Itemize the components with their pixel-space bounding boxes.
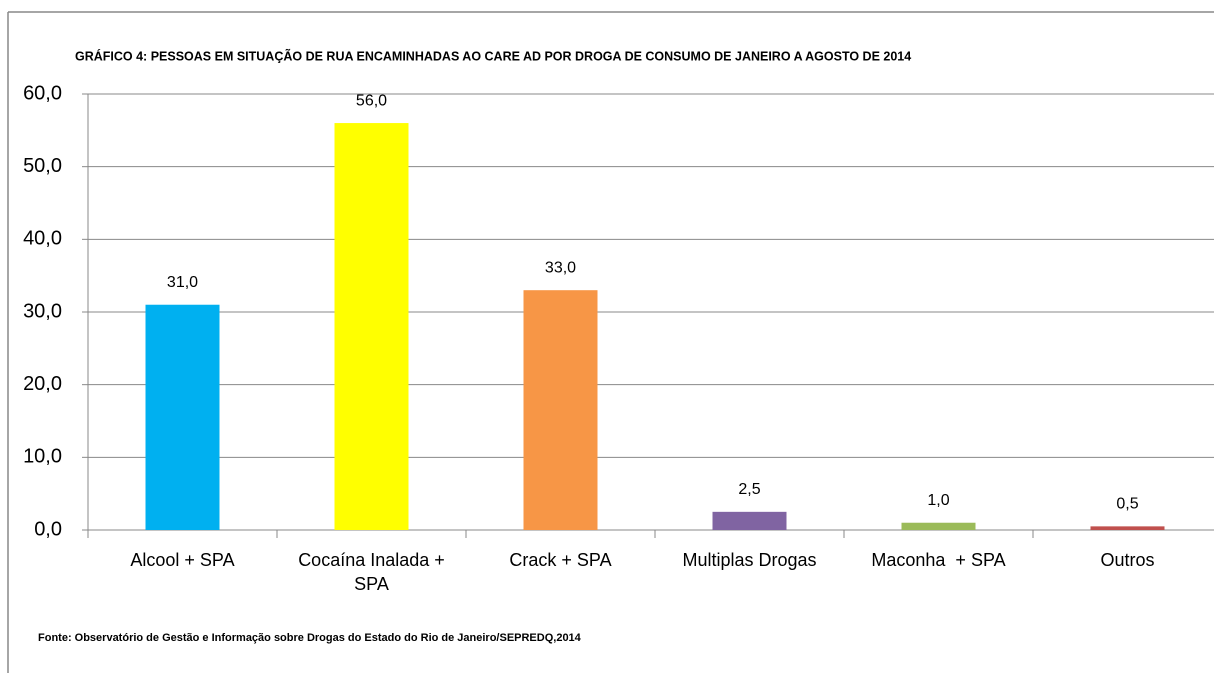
x-tick-label: Crack + SPA [509,550,612,570]
value-label: 0,5 [1116,496,1138,513]
y-tick-label: 60,0 [23,82,62,104]
bar [523,290,598,530]
bar [901,522,976,530]
source-note: Fonte: Observatório de Gestão e Informaç… [38,632,582,644]
bar [712,511,787,530]
x-tick-label: Outros [1100,550,1155,570]
chart-title: GRÁFICO 4: PESSOAS EM SITUAÇÃO DE RUA EN… [75,48,911,63]
bar [1090,526,1165,530]
value-label: 1,0 [927,492,949,509]
y-tick-label: 50,0 [23,155,62,177]
value-label: 2,5 [738,481,760,498]
y-tick-label: 30,0 [23,300,62,322]
y-tick-label: 10,0 [23,446,62,468]
x-tick-label: Cocaína Inalada + SPA [298,550,450,594]
bar [145,304,220,530]
x-tick-label: Multiplas Drogas [682,550,817,570]
y-tick-label: 0,0 [34,518,62,540]
value-label: 33,0 [545,259,576,276]
value-label: 31,0 [167,274,198,291]
y-tick-label: 20,0 [23,373,62,395]
x-tick-label: Alcool + SPA [130,550,235,570]
value-label: 56,0 [356,92,387,109]
y-tick-label: 40,0 [23,228,62,250]
bar [334,123,409,531]
x-tick-label: Maconha + SPA [871,550,1006,570]
